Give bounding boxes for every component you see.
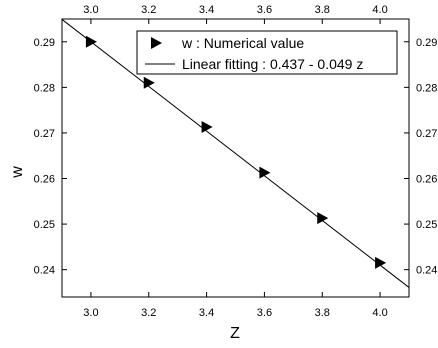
y-tick-label: 0.26 <box>34 174 55 186</box>
x-axis-bottom: 3.0 3.2 3.4 3.6 3.8 4.0 <box>83 292 388 319</box>
y-right-tick-label: 0.28 <box>416 82 437 94</box>
x-axis-top: 3.0 3.2 3.4 3.6 3.8 4.0 <box>83 4 388 24</box>
data-point <box>317 212 329 225</box>
data-point <box>85 35 97 48</box>
legend-label-numerical: w : Numerical value <box>181 35 304 51</box>
data-point <box>143 76 155 89</box>
x-tick-label: 3.6 <box>257 307 272 319</box>
data-point <box>201 121 213 134</box>
y-tick-label: 0.27 <box>34 128 55 140</box>
x-axis-title: Z <box>230 325 240 342</box>
x-tick-label: 3.8 <box>315 307 330 319</box>
x-top-tick-label: 4.0 <box>372 4 387 16</box>
x-tick-label: 3.2 <box>141 307 156 319</box>
x-top-tick-label: 3.6 <box>257 4 272 16</box>
y-tick-label: 0.29 <box>34 37 55 49</box>
y-tick-label: 0.25 <box>34 219 55 231</box>
y-right-tick-label: 0.26 <box>416 174 437 186</box>
data-point <box>259 166 271 179</box>
y-axis-right: 0.24 0.25 0.26 0.27 0.28 0.29 <box>404 37 437 277</box>
x-tick-label: 3.4 <box>199 307 214 319</box>
plot-frame <box>61 18 410 298</box>
y-right-tick-label: 0.24 <box>416 265 437 277</box>
legend-box <box>136 30 398 75</box>
y-right-tick-label: 0.27 <box>416 128 437 140</box>
x-tick-label: 4.0 <box>372 307 387 319</box>
legend: w : Numerical value Linear fitting : 0.4… <box>136 30 398 75</box>
y-axis-title: w <box>9 166 26 179</box>
x-top-tick-label: 3.8 <box>315 4 330 16</box>
fit-line <box>61 19 410 288</box>
y-axis-left: 0.24 0.25 0.26 0.27 0.28 0.29 <box>34 37 67 277</box>
data-point <box>375 256 387 269</box>
numerical-value-series <box>85 35 387 269</box>
y-tick-label: 0.28 <box>34 82 55 94</box>
y-right-tick-label: 0.25 <box>416 219 437 231</box>
y-tick-label: 0.24 <box>34 265 55 277</box>
x-tick-label: 3.0 <box>83 307 98 319</box>
y-right-tick-label: 0.29 <box>416 37 437 49</box>
fit-line-series <box>61 19 410 288</box>
legend-label-fit: Linear fitting : 0.437 - 0.049 z <box>182 56 363 72</box>
x-top-tick-label: 3.2 <box>141 4 156 16</box>
legend-marker-triangle <box>151 37 162 49</box>
x-top-tick-label: 3.4 <box>199 4 214 16</box>
x-top-tick-label: 3.0 <box>83 4 98 16</box>
